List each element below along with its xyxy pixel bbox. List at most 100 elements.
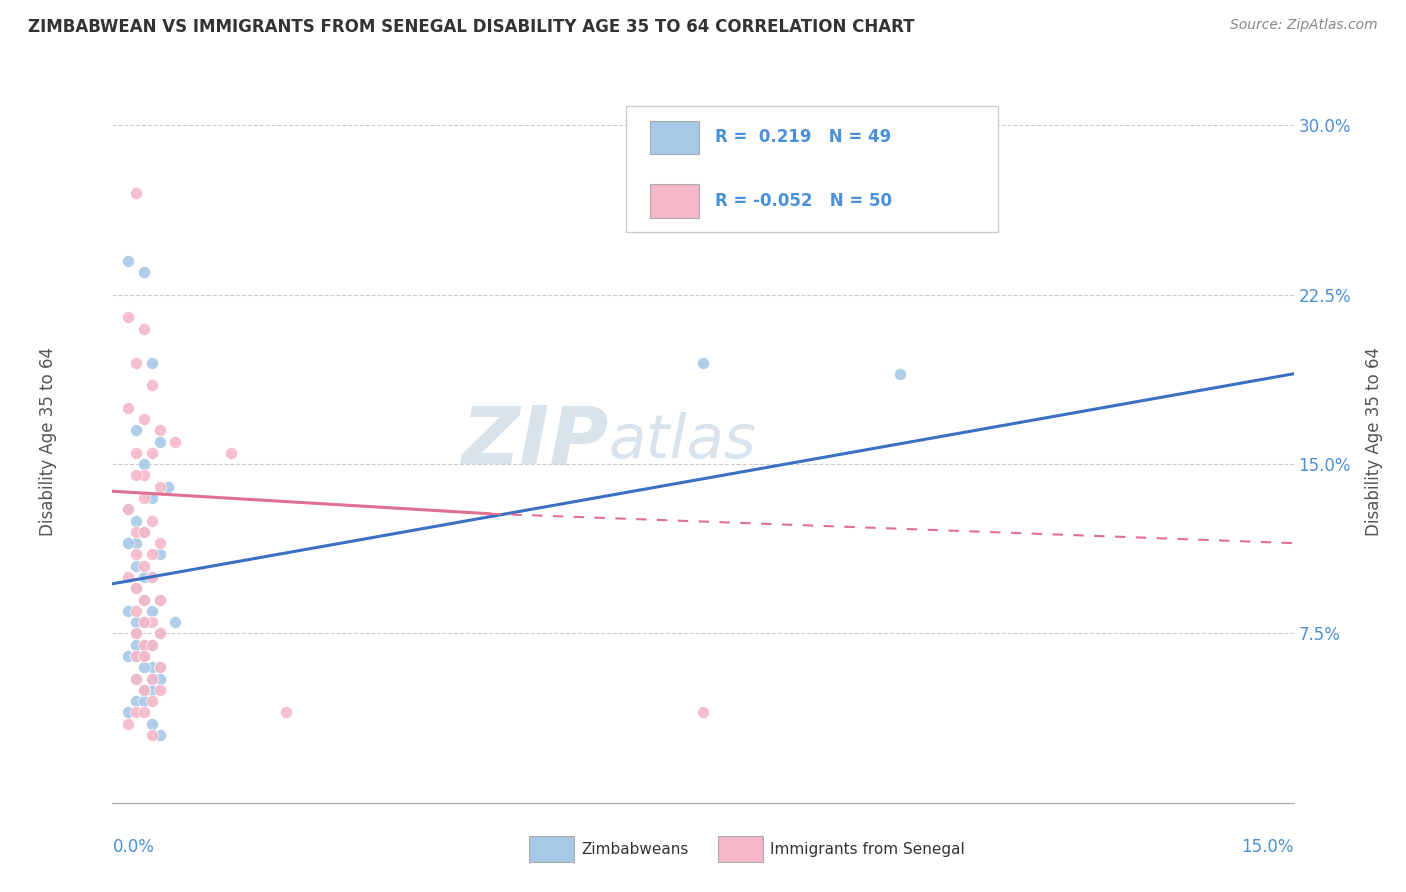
Point — [125, 626, 148, 640]
Point — [125, 672, 148, 686]
Point — [132, 694, 155, 708]
Point — [141, 694, 163, 708]
Point — [117, 604, 139, 618]
Point — [132, 638, 155, 652]
Point — [149, 682, 172, 697]
Point — [132, 638, 155, 652]
Point — [141, 638, 163, 652]
Point — [132, 592, 155, 607]
Point — [141, 355, 163, 369]
Point — [132, 570, 155, 584]
Point — [692, 706, 714, 720]
Point — [125, 355, 148, 369]
Point — [141, 672, 163, 686]
Point — [125, 536, 148, 550]
Text: ZIMBABWEAN VS IMMIGRANTS FROM SENEGAL DISABILITY AGE 35 TO 64 CORRELATION CHART: ZIMBABWEAN VS IMMIGRANTS FROM SENEGAL DI… — [28, 18, 915, 36]
Point — [132, 660, 155, 674]
Point — [149, 592, 172, 607]
Point — [149, 728, 172, 742]
Point — [125, 648, 148, 663]
Point — [149, 660, 172, 674]
Point — [141, 446, 163, 460]
Point — [132, 457, 155, 471]
Point — [132, 265, 155, 279]
Point — [165, 615, 187, 630]
FancyBboxPatch shape — [650, 185, 699, 218]
Point — [125, 582, 148, 596]
Point — [141, 682, 163, 697]
Point — [117, 570, 139, 584]
Point — [117, 401, 139, 415]
Point — [156, 480, 179, 494]
Text: atlas: atlas — [609, 412, 756, 471]
Point — [274, 706, 297, 720]
Point — [125, 514, 148, 528]
Point — [125, 638, 148, 652]
Point — [149, 548, 172, 562]
Point — [219, 446, 242, 460]
FancyBboxPatch shape — [626, 105, 998, 232]
Point — [132, 648, 155, 663]
Point — [125, 423, 148, 437]
Point — [141, 378, 163, 392]
Text: Source: ZipAtlas.com: Source: ZipAtlas.com — [1230, 18, 1378, 32]
Point — [125, 582, 148, 596]
Point — [141, 728, 163, 742]
Point — [141, 660, 163, 674]
Point — [141, 514, 163, 528]
Point — [132, 524, 155, 539]
Point — [117, 536, 139, 550]
Point — [117, 502, 139, 516]
Point — [132, 468, 155, 483]
Point — [141, 604, 163, 618]
Point — [132, 592, 155, 607]
Point — [141, 491, 163, 505]
Text: Zimbabweans: Zimbabweans — [581, 841, 689, 856]
Text: Disability Age 35 to 64: Disability Age 35 to 64 — [38, 347, 56, 536]
Text: 0.0%: 0.0% — [112, 838, 155, 855]
Point — [149, 434, 172, 449]
Point — [149, 626, 172, 640]
Point — [125, 468, 148, 483]
Point — [132, 682, 155, 697]
Point — [141, 548, 163, 562]
Point — [149, 672, 172, 686]
Point — [125, 604, 148, 618]
Point — [132, 491, 155, 505]
Point — [125, 672, 148, 686]
FancyBboxPatch shape — [650, 120, 699, 154]
Text: R =  0.219   N = 49: R = 0.219 N = 49 — [714, 128, 891, 146]
Point — [149, 626, 172, 640]
Text: Immigrants from Senegal: Immigrants from Senegal — [770, 841, 965, 856]
Point — [125, 558, 148, 573]
Point — [132, 615, 155, 630]
Text: R = -0.052   N = 50: R = -0.052 N = 50 — [714, 192, 891, 210]
Point — [149, 480, 172, 494]
Point — [132, 682, 155, 697]
Point — [692, 355, 714, 369]
Point — [149, 536, 172, 550]
Point — [117, 716, 139, 731]
Point — [132, 321, 155, 335]
Point — [132, 412, 155, 426]
Point — [149, 592, 172, 607]
Point — [117, 253, 139, 268]
Point — [125, 694, 148, 708]
FancyBboxPatch shape — [718, 836, 763, 862]
Point — [132, 648, 155, 663]
Point — [165, 434, 187, 449]
Point — [141, 570, 163, 584]
Point — [125, 706, 148, 720]
Point — [141, 716, 163, 731]
Point — [141, 672, 163, 686]
Point — [132, 682, 155, 697]
Point — [117, 706, 139, 720]
Point — [125, 615, 148, 630]
Point — [141, 570, 163, 584]
Point — [141, 615, 163, 630]
Point — [117, 502, 139, 516]
Y-axis label: Disability Age 35 to 64: Disability Age 35 to 64 — [1365, 347, 1384, 536]
Point — [125, 186, 148, 201]
FancyBboxPatch shape — [530, 836, 574, 862]
Point — [132, 524, 155, 539]
